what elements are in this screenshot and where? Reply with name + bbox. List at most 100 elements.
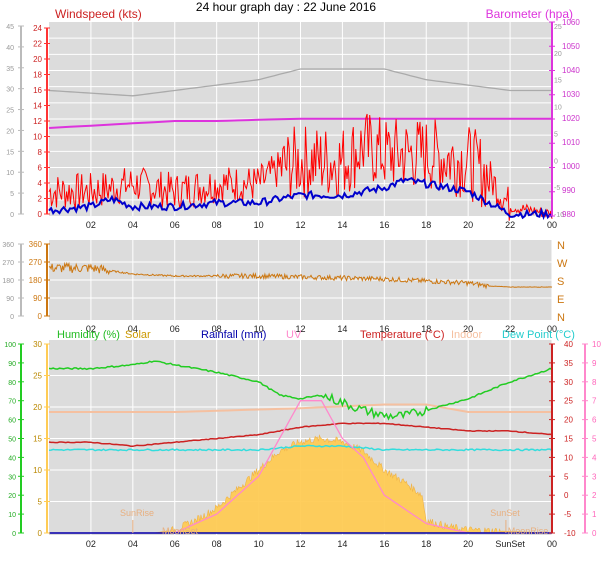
compass-tick: N (557, 312, 565, 324)
direction-outer-y-tick: 90 (6, 296, 14, 303)
compass-tick: S (557, 276, 564, 288)
legend-humidity: Humidity (%) (57, 329, 120, 341)
wind-outer-y-tick: 40 (6, 45, 14, 52)
solar-y-tick: 15 (33, 435, 42, 444)
legend-uv: UV (286, 329, 302, 341)
wind-y-tick: 8 (38, 148, 43, 157)
gust-line (48, 68, 552, 97)
weather-x-tick: 14 (337, 539, 347, 549)
humidity-y-tick: 70 (8, 399, 16, 406)
barometer-line (48, 117, 552, 129)
chart-title: 24 hour graph day : 22 June 2016 (196, 0, 376, 14)
gust-y-tick: 20 (554, 51, 562, 58)
humidity-y-tick: 10 (8, 512, 16, 519)
uv-y-tick: 7 (592, 397, 597, 406)
panel-wind-direction: 02 04 06 08 10 12 14 16 18 20 22 00 0 90 180 270 360 0 90… (2, 240, 568, 334)
weather-x-tick: 04 (128, 539, 138, 549)
uv-y-tick: 3 (592, 472, 597, 481)
gust-y-tick: -5 (554, 185, 560, 192)
wind-direction-line (48, 261, 553, 290)
baro-y-tick: 1030 (562, 90, 580, 99)
direction-x-tick: 14 (337, 324, 347, 334)
wind-axis-title: Windspeed (kts) (55, 7, 142, 21)
solar-y-tick: 10 (33, 466, 42, 475)
baro-y-tick: 1000 (562, 162, 580, 171)
wind-outer-y-tick: 25 (6, 108, 14, 115)
wind-x-tick: 14 (337, 220, 347, 230)
weather-x-tick: 10 (254, 539, 264, 549)
solar-y-tick: 5 (38, 498, 43, 507)
humidity-y-tick: 80 (8, 380, 16, 387)
humidity-y-tick: 30 (8, 474, 16, 481)
direction-x-tick: 18 (421, 324, 431, 334)
indoor-temperature-line (49, 403, 552, 413)
wind-x-tick: 20 (463, 220, 473, 230)
solar-y-tick: 30 (33, 340, 42, 349)
wind-x-tick: 08 (212, 220, 222, 230)
wind-outer-y-tick: 15 (6, 149, 14, 156)
temperature-line (48, 422, 553, 448)
compass-tick: N (557, 240, 565, 252)
temperature-y-tick: 35 (564, 359, 573, 368)
wind-y-tick: 22 (33, 40, 42, 49)
direction-outer-y-tick: 180 (2, 278, 14, 285)
baro-y-tick: 1050 (562, 42, 580, 51)
direction-x-tick: 12 (295, 324, 305, 334)
temperature-y-tick: 40 (564, 340, 573, 349)
wind-x-tick: 00 (547, 220, 557, 230)
wind-x-tick: 22 (505, 220, 515, 230)
direction-y-tick: 270 (29, 258, 43, 267)
wind-y-tick: 10 (33, 133, 42, 142)
direction-x-tick: 02 (86, 324, 96, 334)
gust-y-tick: 15 (554, 78, 562, 85)
wind-outer-y-tick: 30 (6, 87, 14, 94)
solar-y-tick: 25 (33, 372, 42, 381)
moonrise-label: MoonRise (508, 526, 549, 536)
uv-y-tick: 5 (592, 435, 597, 444)
sunset-label: SunSet (490, 508, 520, 518)
wind-y-tick: 2 (38, 195, 43, 204)
direction-x-tick: 06 (170, 324, 180, 334)
temperature-y-tick: 30 (564, 378, 573, 387)
direction-x-tick: 10 (254, 324, 264, 334)
humidity-y-tick: 20 (8, 493, 16, 500)
baro-y-tick: 980 (562, 210, 576, 219)
wind-x-tick: 10 (254, 220, 264, 230)
wind-x-tick: 04 (128, 220, 138, 230)
wind-x-tick: 18 (421, 220, 431, 230)
baro-y-tick: 990 (562, 186, 576, 195)
direction-x-tick: 16 (379, 324, 389, 334)
wind-x-tick: 12 (295, 220, 305, 230)
wind-y-tick: 24 (33, 24, 42, 33)
baro-axis-title: Barometer (hpa) (486, 7, 573, 21)
gust-y-tick: 25 (554, 24, 562, 31)
wind-y-tick: 0 (38, 210, 43, 219)
wind-outer-y-tick: 35 (6, 66, 14, 73)
direction-y-tick: 0 (38, 312, 43, 321)
baro-y-tick: 1060 (562, 18, 580, 27)
wind-y-tick: 16 (33, 86, 42, 95)
weather-x-tick: 02 (86, 539, 96, 549)
sunrise-label: SunRise (120, 508, 154, 518)
legend-solar: Solar (125, 329, 151, 341)
wind-y-tick: 4 (38, 179, 43, 188)
direction-outer-y-tick: 0 (10, 314, 14, 321)
temperature-y-tick: 10 (564, 453, 573, 462)
wind-y-tick: 6 (38, 164, 43, 173)
baro-y-tick: 1020 (562, 114, 580, 123)
windspeed-average-line (48, 177, 553, 221)
weather-x-tick: 16 (379, 539, 389, 549)
weather-x-tick: 06 (170, 539, 180, 549)
weather-x-tick: 08 (212, 539, 222, 549)
direction-outer-y-tick: 360 (2, 242, 14, 249)
uv-y-tick: 8 (592, 378, 597, 387)
temperature-y-tick: 15 (564, 435, 573, 444)
wind-y-tick: 12 (33, 117, 42, 126)
wind-y-tick: 20 (33, 55, 42, 64)
moonset-label: MoonSet (162, 526, 199, 536)
direction-outer-y-tick: 270 (2, 260, 14, 267)
humidity-y-tick: 50 (8, 437, 16, 444)
direction-x-tick: 08 (212, 324, 222, 334)
direction-x-tick: 20 (463, 324, 473, 334)
wind-x-tick: 06 (170, 220, 180, 230)
